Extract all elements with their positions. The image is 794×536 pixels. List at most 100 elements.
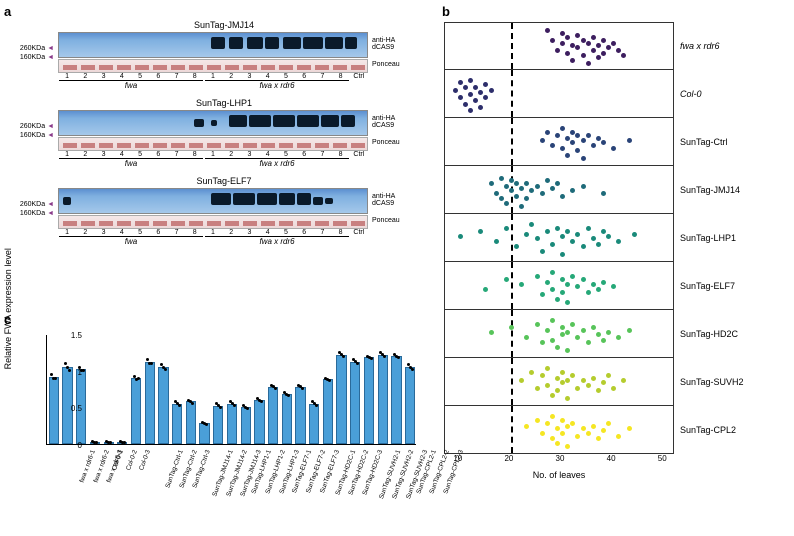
data-point [555,441,560,446]
data-point [545,280,550,285]
data-point [545,28,550,33]
data-point [555,297,560,302]
mw-markers: 260KDa ◄160KDa ◄ [14,122,56,140]
data-point [458,80,463,85]
data-point [545,328,550,333]
panel-c: c Relative FWA expression level 00.511.5… [4,312,434,532]
scatter-row: SunTag-LHP1 [444,214,792,262]
data-point [560,431,565,436]
data-point [575,284,580,289]
blot-film [58,110,368,136]
data-point [468,92,473,97]
data-point [560,325,565,330]
data-point [596,55,601,60]
bar-category-label: Col-0-2 [125,449,139,471]
data-point [570,188,575,193]
data-point [494,239,499,244]
x-tick: 50 [658,454,667,463]
data-point [529,188,534,193]
scatter-row-label: SunTag-Ctrl [674,137,728,147]
scatter-row-label: SunTag-HD2C [674,329,738,339]
scatter-row-label: fwa x rdr6 [674,41,720,51]
data-point [504,184,509,189]
mw-markers: 260KDa ◄160KDa ◄ [14,200,56,218]
data-point [581,244,586,249]
scatter-row-label: SunTag-SUVH2 [674,377,744,387]
data-point [550,186,555,191]
data-point [489,181,494,186]
data-point [524,232,529,237]
data-point [570,58,575,63]
x-tick: 40 [607,454,616,463]
scatter-row: fwa x rdr6 [444,22,792,70]
data-point [575,45,580,50]
scatter-plot: fwa x rdr6Col-0SunTag-CtrlSunTag-JMJ14Su… [444,22,792,480]
data-point [540,373,545,378]
blot-group: SunTag-ELF7260KDa ◄160KDa ◄anti-HAdCAS9P… [14,176,434,246]
reference-line [511,214,513,261]
blot-film [58,32,368,58]
data-point [565,444,570,449]
data-point [611,284,616,289]
scatter-row: SunTag-SUVH2 [444,358,792,406]
y-tick: 0.5 [56,404,82,413]
reference-line [511,262,513,309]
data-point [627,328,632,333]
data-point [560,370,565,375]
lane-numbers: 1234567812345678Ctrl [58,73,368,80]
data-point [606,373,611,378]
data-point [560,126,565,131]
data-point [468,78,473,83]
blot-title: SunTag-JMJ14 [14,20,434,30]
data-point [581,277,586,282]
data-point [540,431,545,436]
data-point [560,290,565,295]
data-point [535,322,540,327]
panel-a: a SunTag-JMJ14260KDa ◄160KDa ◄anti-HAdCA… [4,4,434,304]
bar [241,407,251,444]
ponceau-stain [58,137,368,151]
data-point [591,143,596,148]
data-point [550,287,555,292]
data-point [519,204,524,209]
data-point [545,229,550,234]
data-point [601,38,606,43]
data-point [555,181,560,186]
data-point [483,95,488,100]
data-point [616,48,621,53]
data-point [463,85,468,90]
data-point [535,184,540,189]
data-point [611,41,616,46]
blot-antibody-label: anti-HAdCAS9Ponceau [370,115,418,146]
data-point [596,287,601,292]
data-point [581,38,586,43]
data-point [550,143,555,148]
blot-group: SunTag-LHP1260KDa ◄160KDa ◄anti-HAdCAS9P… [14,98,434,168]
data-point [565,153,570,158]
data-point [540,249,545,254]
lane-groups: fwafwa x rdr6 [58,158,368,168]
data-point [591,424,596,429]
data-point [550,242,555,247]
y-tick: 1 [56,368,82,377]
data-point [570,140,575,145]
bar-data-point [82,369,85,372]
data-point [540,292,545,297]
bar-data-point [356,362,359,365]
bar [405,367,415,444]
data-point [509,325,514,330]
data-point [535,274,540,279]
x-tick: 20 [504,454,513,463]
bar-data-point [137,377,140,380]
data-point [565,35,570,40]
data-point [535,418,540,423]
data-point [611,386,616,391]
panel-b-label: b [442,4,450,19]
data-point [529,370,534,375]
data-point [575,232,580,237]
bar [309,404,319,444]
bar [213,406,223,444]
data-point [575,386,580,391]
data-point [601,338,606,343]
data-point [504,201,509,206]
